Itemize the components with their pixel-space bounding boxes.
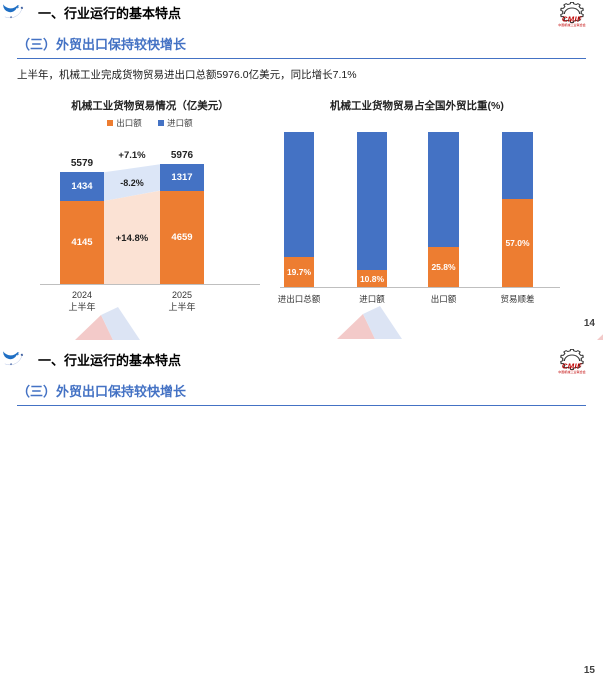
svg-text:CMIF: CMIF — [562, 15, 582, 24]
svg-text:中国机械工业联合会: 中国机械工业联合会 — [558, 22, 585, 27]
svg-text:CMIF: CMIF — [562, 361, 582, 370]
svg-text:中国机械工业联合会: 中国机械工业联合会 — [558, 369, 585, 374]
